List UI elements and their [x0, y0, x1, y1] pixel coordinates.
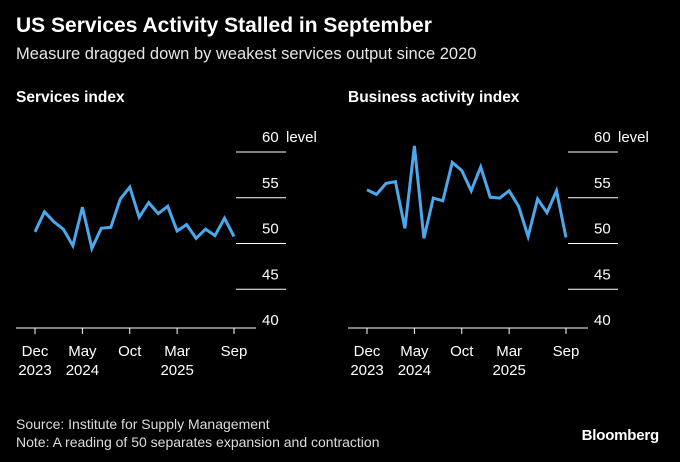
services-xtick-label: Dec — [22, 343, 49, 360]
business-ytick-label: 45 — [594, 266, 611, 283]
panel-title-services: Services index — [16, 89, 125, 106]
business-ytick-label: 55 — [594, 175, 611, 192]
services-ytick-label: 60 — [262, 129, 279, 146]
services-xtick-year: 2025 — [160, 362, 193, 379]
services-xtick-year: 2023 — [18, 362, 51, 379]
services-series-line — [33, 183, 236, 253]
services-unit-label: level — [286, 129, 317, 146]
services-index-chart: 40 45 50 55 60 level Dec 2023 May 2024 Oct Mar 2025 S… — [16, 129, 317, 379]
panel-title-business: Business activity index — [348, 89, 520, 106]
services-ytick-label: 50 — [262, 221, 279, 238]
business-xtick-label: Mar — [496, 343, 522, 360]
business-xtick-label: Oct — [450, 343, 474, 360]
business-ytick-label: 60 — [594, 129, 611, 146]
business-xtick-year: 2025 — [492, 362, 525, 379]
reading-note: Note: A reading of 50 separates expansio… — [16, 434, 380, 450]
business-ytick-label: 40 — [594, 312, 611, 329]
business-unit-label: level — [618, 129, 649, 146]
business-xtick-year: 2023 — [350, 362, 383, 379]
services-xtick-label: Sep — [221, 343, 248, 360]
services-ytick-label: 55 — [262, 175, 279, 192]
services-xtick-label: Oct — [118, 343, 142, 360]
services-xtick-year: 2024 — [66, 362, 99, 379]
chart-title: US Services Activity Stalled in Septembe… — [16, 14, 432, 37]
business-xtick-year: 2024 — [398, 362, 431, 379]
services-ytick-label: 45 — [262, 266, 279, 283]
source-note: Source: Institute for Supply Management — [16, 416, 270, 432]
bloomberg-logo: Bloomberg — [581, 427, 660, 444]
business-xtick-label: May — [400, 343, 429, 360]
business-xtick-label: Sep — [553, 343, 580, 360]
services-ytick-label: 40 — [262, 312, 279, 329]
services-xtick-label: May — [68, 343, 97, 360]
business-ytick-label: 50 — [594, 221, 611, 238]
business-activity-chart: 40 45 50 55 60 level Dec 2023 May 2024 Oct Mar 2025 S… — [348, 129, 649, 379]
business-xtick-label: Dec — [354, 343, 381, 360]
business-series-line — [366, 145, 568, 242]
services-xtick-label: Mar — [164, 343, 190, 360]
chart-subtitle: Measure dragged down by weakest services… — [16, 45, 477, 63]
